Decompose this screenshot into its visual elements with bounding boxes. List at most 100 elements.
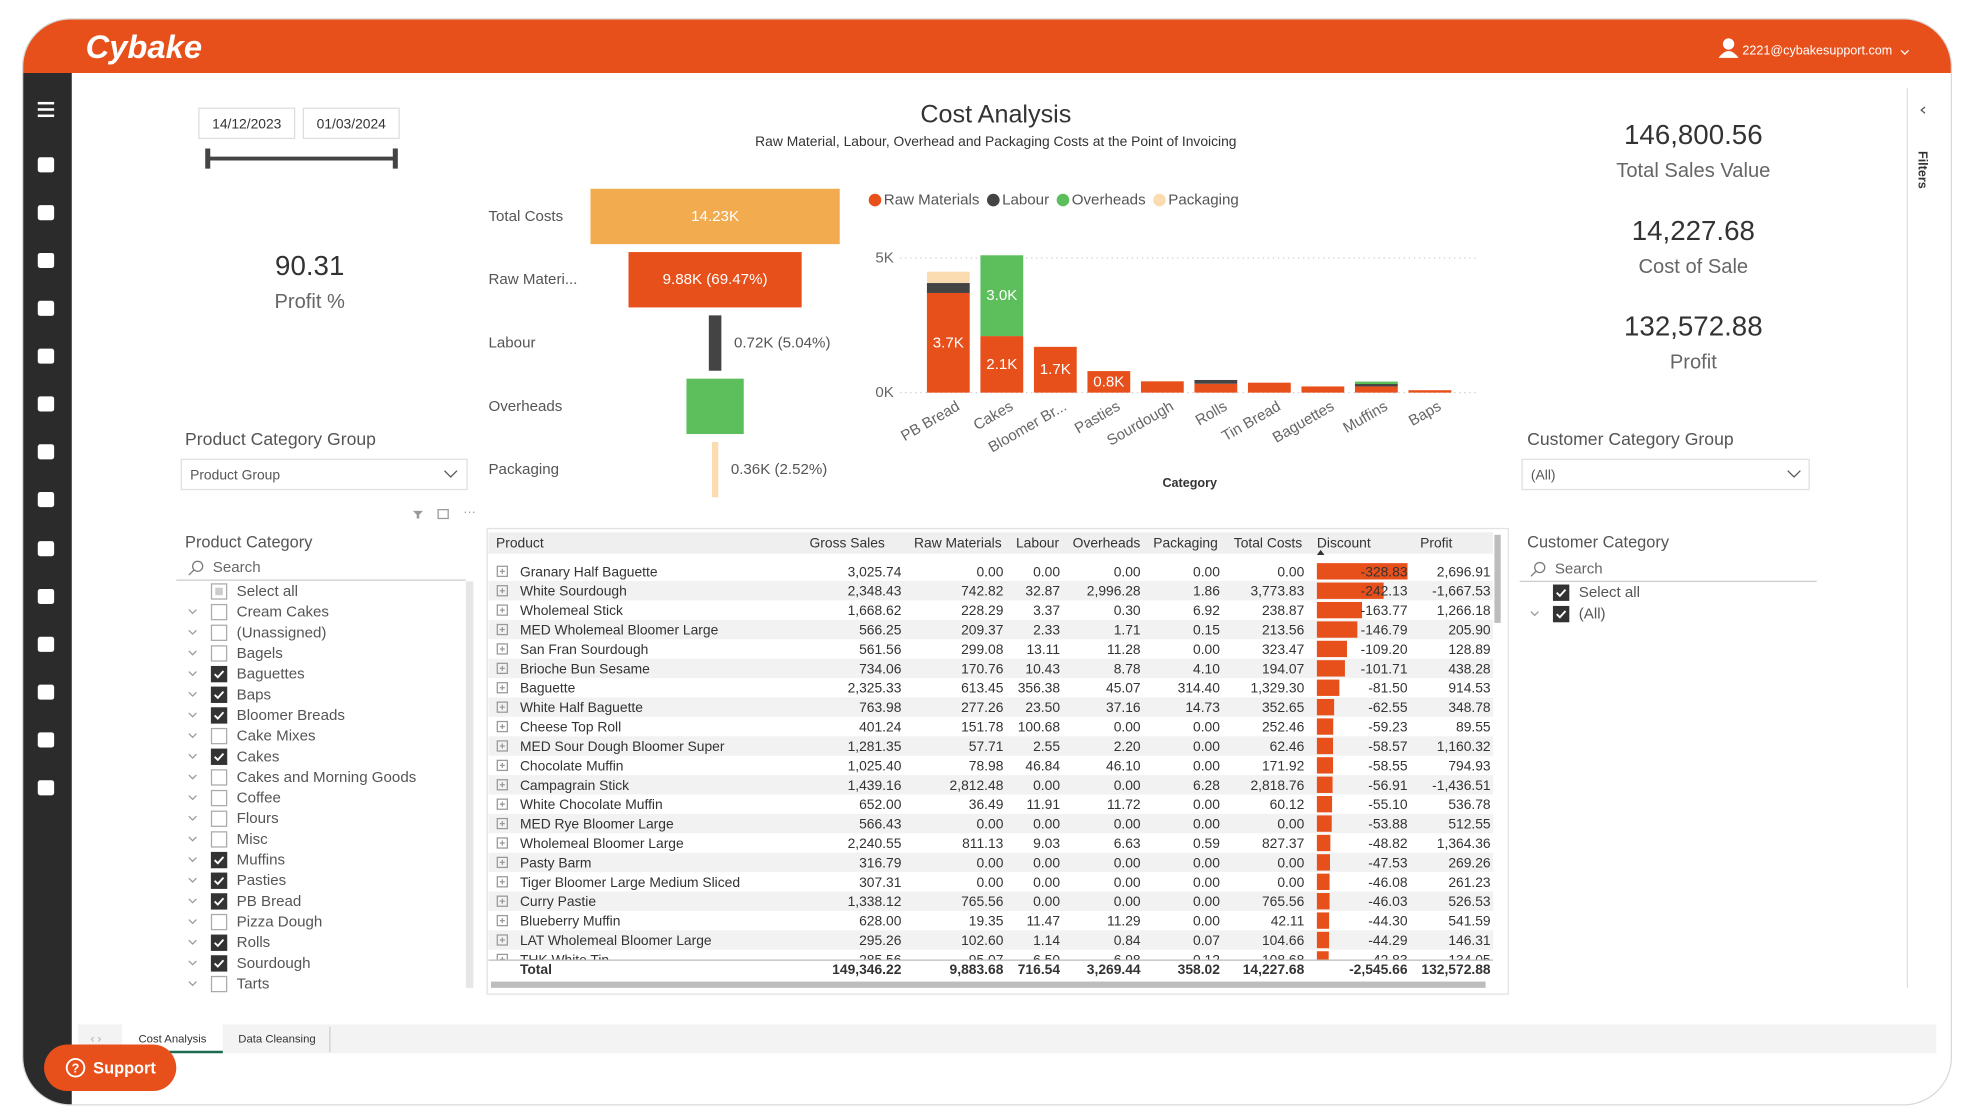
chevron[interactable] <box>188 919 197 925</box>
expand-icon[interactable] <box>496 662 508 675</box>
column-header[interactable]: Overheads <box>1073 534 1141 550</box>
column-header[interactable]: Raw Materials <box>914 534 1002 550</box>
nav-icon[interactable] <box>37 732 55 748</box>
checkbox[interactable] <box>210 831 228 848</box>
support-button[interactable] <box>44 1044 177 1092</box>
nav-icon[interactable] <box>37 780 55 796</box>
slider-handle[interactable] <box>205 148 211 169</box>
slicer-item[interactable]: Cakes <box>237 748 280 765</box>
chevron[interactable] <box>188 733 197 739</box>
slicer-item[interactable]: Sourdough <box>237 955 311 972</box>
slider-handle[interactable] <box>392 148 398 169</box>
nav-icon[interactable] <box>37 205 55 221</box>
checkbox[interactable] <box>1552 605 1570 623</box>
slicer-item[interactable]: Flours <box>237 810 279 827</box>
nav-icon[interactable] <box>37 492 55 508</box>
tab-label[interactable]: Data Cleansing <box>238 1033 315 1045</box>
checkbox[interactable] <box>210 955 228 972</box>
search-box[interactable]: Search <box>1555 560 1603 577</box>
chevron[interactable] <box>188 815 197 821</box>
menu-icon[interactable] <box>37 114 55 118</box>
focus-icon[interactable] <box>437 509 449 520</box>
slicer-item[interactable]: Select all <box>1579 584 1640 601</box>
checkbox[interactable] <box>210 624 228 641</box>
slicer-item[interactable]: Misc <box>237 831 268 848</box>
slicer-item[interactable]: (All) <box>1579 606 1606 623</box>
checkbox[interactable] <box>210 810 228 827</box>
expand-icon[interactable] <box>496 682 508 694</box>
checkbox[interactable] <box>210 603 228 621</box>
expand-icon[interactable] <box>496 798 508 810</box>
menu-icon[interactable] <box>37 101 55 105</box>
dropdown[interactable] <box>180 458 468 491</box>
chevron[interactable] <box>188 691 197 697</box>
slicer-item[interactable]: Baps <box>237 686 271 703</box>
expand-icon[interactable] <box>496 817 508 830</box>
slicer-item[interactable]: Select all <box>237 583 298 600</box>
chevron[interactable] <box>188 650 197 656</box>
user-email[interactable]: 2221@cybakesupport.com <box>1742 43 1892 57</box>
checkbox[interactable] <box>210 665 228 683</box>
chevron[interactable] <box>188 753 197 759</box>
column-header[interactable]: Total Costs <box>1234 534 1302 550</box>
checkbox[interactable] <box>210 748 228 765</box>
checkbox[interactable] <box>210 872 228 889</box>
menu-icon[interactable] <box>37 108 55 111</box>
chevron[interactable] <box>188 898 197 904</box>
expand-icon[interactable] <box>496 565 508 577</box>
expand-icon[interactable] <box>496 895 508 907</box>
column-header[interactable]: Gross Sales <box>810 534 885 550</box>
expand-icon[interactable] <box>496 740 508 752</box>
expand-icon[interactable] <box>496 701 508 713</box>
nav-icon[interactable] <box>37 588 55 605</box>
slicer-item[interactable]: Cream Cakes <box>237 604 329 621</box>
slicer-item[interactable]: Rolls <box>237 934 271 951</box>
search-box[interactable]: Search <box>213 559 261 576</box>
slicer-item[interactable]: Tarts <box>237 976 270 993</box>
chevron[interactable] <box>188 857 197 863</box>
chevron[interactable] <box>188 712 197 718</box>
nav-icon[interactable] <box>37 300 55 316</box>
chevron[interactable] <box>188 629 197 635</box>
checkbox[interactable] <box>1552 584 1570 601</box>
nav-icon[interactable] <box>37 396 55 412</box>
slicer-item[interactable]: PB Bread <box>237 893 302 910</box>
tab-nav[interactable]: ‹ › <box>91 1033 102 1045</box>
expand-icon[interactable] <box>496 914 508 927</box>
tab-label[interactable]: Cost Analysis <box>139 1033 207 1045</box>
expand-icon[interactable] <box>496 779 508 791</box>
column-header[interactable]: Labour <box>1016 534 1059 550</box>
expand-icon[interactable] <box>496 759 508 772</box>
checkbox[interactable] <box>210 893 228 910</box>
v-scrollbar[interactable] <box>1494 534 1501 623</box>
filter-icon[interactable] <box>412 510 424 519</box>
column-header[interactable]: Packaging <box>1153 534 1218 550</box>
chevron[interactable] <box>188 774 197 780</box>
expand-icon[interactable] <box>496 876 508 888</box>
nav-icon[interactable] <box>37 348 55 364</box>
chevron[interactable] <box>188 795 197 801</box>
dropdown[interactable] <box>1521 458 1810 491</box>
nav-icon[interactable] <box>37 252 55 269</box>
expand-icon[interactable] <box>496 837 508 849</box>
checkbox[interactable] <box>210 851 228 869</box>
more-icon[interactable]: ··· <box>463 505 476 519</box>
expand-icon[interactable] <box>496 934 508 946</box>
checkbox[interactable] <box>210 789 228 807</box>
slicer-item[interactable]: Pasties <box>237 872 287 889</box>
column-header[interactable]: Profit <box>1420 534 1452 550</box>
chevron[interactable] <box>188 981 197 987</box>
expand-icon[interactable] <box>496 720 508 733</box>
slicer-item[interactable]: Cake Mixes <box>237 728 316 745</box>
slicer-item[interactable]: Bagels <box>237 645 283 662</box>
slicer-item[interactable]: (Unassigned) <box>237 624 327 641</box>
checkbox[interactable] <box>210 645 228 662</box>
slicer-item[interactable]: Bloomer Breads <box>237 707 345 724</box>
checkbox[interactable] <box>210 934 228 951</box>
chevron[interactable] <box>1530 611 1539 617</box>
date-box[interactable] <box>302 107 400 140</box>
slicer-item[interactable]: Baguettes <box>237 666 305 683</box>
scrollbar[interactable] <box>465 581 474 988</box>
nav-icon[interactable] <box>37 444 55 460</box>
slicer-item[interactable]: Coffee <box>237 790 281 807</box>
